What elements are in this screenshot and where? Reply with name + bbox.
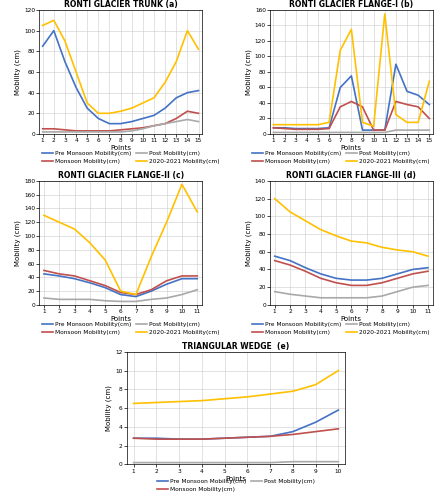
Y-axis label: Mobility (cm): Mobility (cm) <box>246 220 252 266</box>
X-axis label: Points: Points <box>341 145 362 151</box>
Y-axis label: Mobility (cm): Mobility (cm) <box>15 220 21 266</box>
Legend: Pre Monsoon Mobility(cm), Monsoon Mobility(cm), Post Mobility(cm): Pre Monsoon Mobility(cm), Monsoon Mobili… <box>157 478 315 492</box>
Legend: Pre Monsoon Mobility(cm), Monsoon Mobility(cm), Post Mobility(cm), 2020-2021 Mob: Pre Monsoon Mobility(cm), Monsoon Mobili… <box>253 151 430 164</box>
Title: RONTI GLACIER FLANGE-III (d): RONTI GLACIER FLANGE-III (d) <box>286 171 416 180</box>
Legend: Pre Monsoon Mobility(cm), Monsoon Mobility(cm), Post Mobility(cm), 2020-2021 Mob: Pre Monsoon Mobility(cm), Monsoon Mobili… <box>253 322 430 335</box>
X-axis label: Points: Points <box>110 145 131 151</box>
Title: RONTI GLACIER TRUNK (a): RONTI GLACIER TRUNK (a) <box>64 0 177 9</box>
X-axis label: Points: Points <box>110 316 131 322</box>
X-axis label: Points: Points <box>225 476 246 482</box>
Y-axis label: Mobility (cm): Mobility (cm) <box>15 49 21 95</box>
Title: RONTI GLACIER FLANGE-I (b): RONTI GLACIER FLANGE-I (b) <box>289 0 413 9</box>
Y-axis label: Mobility (cm): Mobility (cm) <box>246 49 252 95</box>
Y-axis label: Mobility (cm): Mobility (cm) <box>106 385 112 431</box>
Title: RONTI GLACIER FLANGE-II (c): RONTI GLACIER FLANGE-II (c) <box>58 171 184 180</box>
Title: TRIANGULAR WEDGE  (e): TRIANGULAR WEDGE (e) <box>182 342 290 351</box>
X-axis label: Points: Points <box>341 316 362 322</box>
